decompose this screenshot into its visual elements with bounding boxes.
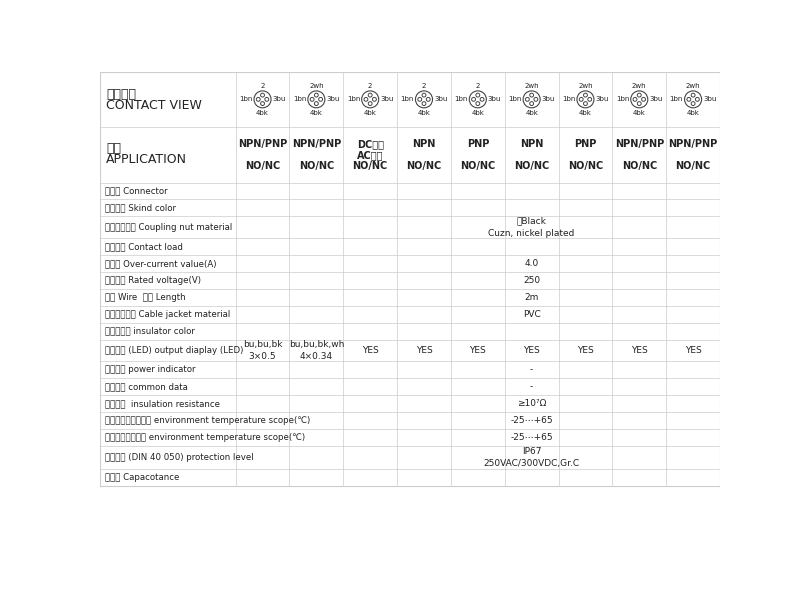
Text: 3bu: 3bu [595,96,609,102]
Text: 4bk: 4bk [310,110,322,116]
Text: 电缆外皮材料 Cable jacket material: 电缆外皮材料 Cable jacket material [105,310,230,319]
Text: 3bu: 3bu [273,96,286,102]
Text: 接插外形: 接插外形 [106,88,136,101]
Text: NO/NC: NO/NC [298,161,334,171]
Text: 3bu: 3bu [434,96,447,102]
Text: NO/NC: NO/NC [675,161,710,171]
Text: 2: 2 [422,82,426,88]
Text: 4bk: 4bk [418,110,430,116]
Text: 4bk: 4bk [686,110,699,116]
Text: 4bk: 4bk [364,110,377,116]
Text: DC二线: DC二线 [357,139,384,149]
Text: 通电指示 power indicator: 通电指示 power indicator [105,365,195,374]
Text: 2m: 2m [525,293,539,301]
Text: NPN/PNP: NPN/PNP [614,139,664,149]
Text: 1bn: 1bn [293,96,306,102]
Text: 2wh: 2wh [686,82,701,88]
Text: 2wh: 2wh [309,82,324,88]
Text: 2: 2 [476,82,480,88]
Text: 1bn: 1bn [616,96,629,102]
Text: 2: 2 [260,82,265,88]
Text: 连接螺母材料 Coupling nut material: 连接螺母材料 Coupling nut material [105,223,232,232]
Text: 3bu: 3bu [380,96,394,102]
Text: 3bu: 3bu [650,96,662,102]
Text: NO/NC: NO/NC [514,161,550,171]
Text: 2wh: 2wh [632,82,646,88]
Text: NPN/PNP: NPN/PNP [669,139,718,149]
Text: 接插件 Connector: 接插件 Connector [105,186,167,195]
Text: 环境温度范围接插件 environment temperature scope(℃): 环境温度范围接插件 environment temperature scope(… [105,416,310,425]
Text: 过流値 Over-current value(A): 过流値 Over-current value(A) [105,259,216,268]
Text: 4bk: 4bk [471,110,484,116]
Text: -25⋯+65: -25⋯+65 [510,433,553,442]
Text: 电缆 Wire  长度 Length: 电缆 Wire 长度 Length [105,293,186,301]
Text: 1bn: 1bn [401,96,414,102]
Text: 络缘电阴  insulation resistance: 络缘电阴 insulation resistance [105,399,220,408]
Text: 络缘体颜色 insulator color: 络缘体颜色 insulator color [105,327,194,336]
Text: 3bu: 3bu [326,96,340,102]
Text: 额定电压 Rated voltage(V): 额定电压 Rated voltage(V) [105,276,201,285]
Text: NPN/PNP: NPN/PNP [238,139,287,149]
Text: -25⋯+65: -25⋯+65 [510,416,553,425]
Text: PNP: PNP [574,139,597,149]
Text: ≥10⁷Ω: ≥10⁷Ω [517,399,546,408]
Text: 250: 250 [523,276,540,285]
Text: 2wh: 2wh [524,82,539,88]
Text: 4bk: 4bk [525,110,538,116]
Text: PVC: PVC [522,310,541,319]
Text: CONTACT VIEW: CONTACT VIEW [106,99,202,112]
Text: NO/NC: NO/NC [245,161,280,171]
Text: 2wh: 2wh [578,82,593,88]
Text: PNP: PNP [466,139,489,149]
Text: -: - [530,382,534,391]
Text: YES: YES [470,346,486,355]
Text: 3bu: 3bu [488,96,502,102]
Text: 防护等级 (DIN 40 050) protection level: 防护等级 (DIN 40 050) protection level [105,453,254,462]
Text: NO/NC: NO/NC [622,161,657,171]
Text: 1bn: 1bn [508,96,522,102]
Text: -: - [530,365,534,374]
Text: 4.0: 4.0 [525,259,538,268]
Text: 外套颜色 Skind color: 外套颜色 Skind color [105,204,176,213]
Text: YES: YES [631,346,648,355]
Text: 3bu: 3bu [542,96,555,102]
Text: NO/NC: NO/NC [406,161,442,171]
Text: 1bn: 1bn [670,96,683,102]
Text: NO/NC: NO/NC [353,161,388,171]
Text: 应用: 应用 [106,142,122,155]
Text: NPN/PNP: NPN/PNP [292,139,341,149]
Text: 1bn: 1bn [239,96,253,102]
Text: YES: YES [685,346,702,355]
Text: NO/NC: NO/NC [460,161,495,171]
Text: 一般数据 common data: 一般数据 common data [105,382,187,391]
Text: 黑Black
Cuzn, nickel plated: 黑Black Cuzn, nickel plated [489,217,575,238]
Text: NPN: NPN [412,139,436,149]
Text: 4bk: 4bk [633,110,646,116]
Text: YES: YES [416,346,432,355]
Text: bu,bu,bk,wh
4×0.34: bu,bu,bk,wh 4×0.34 [289,340,344,361]
Text: 1bn: 1bn [454,96,468,102]
Text: 4bk: 4bk [256,110,269,116]
Text: 电容量 Capacotance: 电容量 Capacotance [105,473,179,482]
Text: 4bk: 4bk [579,110,592,116]
Text: NO/NC: NO/NC [568,161,603,171]
Text: 输出显示 (LED) output diaplay (LED): 输出显示 (LED) output diaplay (LED) [105,346,243,355]
Text: AC二线: AC二线 [357,150,383,160]
Text: 环境温度范围电缆 environment temperature scope(℃): 环境温度范围电缆 environment temperature scope(℃… [105,433,305,442]
Text: 1bn: 1bn [562,96,575,102]
Text: NPN: NPN [520,139,543,149]
Text: APPLICATION: APPLICATION [106,153,187,166]
Text: 接触负载 Contact load: 接触负载 Contact load [105,242,182,251]
Text: IP67
250VAC/300VDC,Gr.C: IP67 250VAC/300VDC,Gr.C [483,447,580,468]
Text: YES: YES [523,346,540,355]
Text: YES: YES [577,346,594,355]
Text: 3bu: 3bu [703,96,717,102]
Text: 1bn: 1bn [346,96,360,102]
Text: 2: 2 [368,82,372,88]
Text: YES: YES [362,346,378,355]
Text: bu,bu,bk
3×0.5: bu,bu,bk 3×0.5 [242,340,282,361]
